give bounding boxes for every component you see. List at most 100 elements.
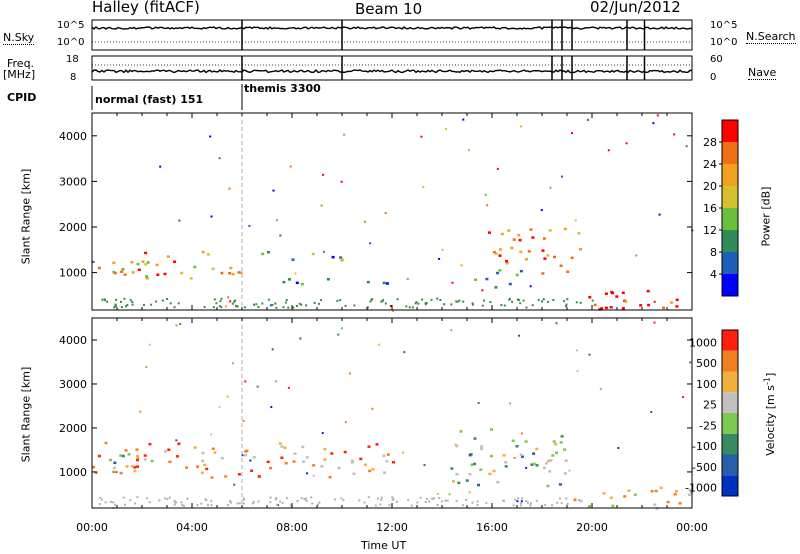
ground-cell [114,303,117,306]
data-cell [610,290,614,294]
ground-cell [155,300,158,303]
ground-cell [164,497,166,500]
ground-cell [318,501,321,504]
data-cell [278,442,282,445]
data-cell [675,298,679,302]
scatter-cell [178,219,181,222]
ground-cell [564,305,567,308]
colorbar-tick-label: 25 [703,399,717,412]
data-cell [517,233,521,237]
ground-cell [112,501,115,504]
data-cell [121,454,125,458]
data-cell [492,250,496,254]
data-cell [312,464,316,467]
ground-cell [215,302,218,305]
data-cell [267,251,270,254]
scatter-cell [340,180,343,183]
data-cell [505,262,509,265]
ground-cell [542,298,545,301]
scatter-cell [481,289,484,292]
ground-cell [502,499,505,502]
data-cell [623,495,627,498]
data-cell [200,471,204,474]
data-cell [548,470,552,473]
data-cell [302,460,306,463]
scatter-cell [256,385,259,388]
ground-cell [104,501,107,504]
ground-cell [410,504,413,507]
scatter-cell [115,471,118,474]
time-tick-label: 16:00 [476,521,508,534]
ytick-label: 2000 [59,221,87,234]
ground-cell [212,306,215,309]
scatter-cell [607,149,610,152]
ground-cell [269,496,272,499]
data-cell [627,489,631,492]
ground-cell [150,303,153,306]
colorbar-swatch [722,274,738,296]
velocity-panel [91,317,693,509]
freq-scale-low: 8 [70,72,77,83]
ground-cell [417,302,420,305]
scatter-cell [586,118,589,121]
data-cell [530,463,534,466]
scatter-cell [513,457,516,459]
data-cell [621,291,625,295]
data-cell [494,286,498,289]
ground-cell [392,498,395,500]
ground-cell [416,501,419,504]
data-cell [323,447,327,451]
ground-cell [529,504,532,507]
ground-cell [380,498,383,501]
data-cell [97,266,101,270]
cpid-label: CPID [7,91,37,104]
ytick-label: 4000 [59,130,87,143]
data-cell [288,278,291,281]
ground-cell [408,306,411,309]
ground-cell [305,497,308,500]
scatter-cell [521,432,523,435]
ground-cell [519,502,522,504]
data-cell [340,258,344,261]
data-cell [228,272,232,275]
data-cell [494,252,498,255]
ground-cell [419,496,422,499]
data-cell [498,269,502,272]
colorbar-swatch [722,475,738,496]
ground-cell [377,497,380,500]
ground-cell [516,298,519,301]
ground-cell [123,503,126,506]
scatter-cell [272,189,275,192]
nsky-scale-low: 10^0 [57,37,85,48]
scatter-cell [516,500,519,503]
ground-cell [436,297,439,300]
scatter-cell [299,337,302,340]
ground-cell [379,503,382,506]
data-cell [604,306,608,310]
data-cell [261,252,265,256]
data-cell [512,238,516,241]
data-cell [470,463,474,467]
scatter-cell [462,118,465,121]
time-tick-label: 00:00 [676,521,708,534]
data-cell [166,255,170,258]
mhz-label: [MHz] [3,68,36,81]
ground-cell [300,497,303,500]
ground-cell [261,302,264,305]
ground-cell [233,300,236,303]
data-cell [593,303,597,307]
scatter-cell [343,133,346,136]
colorbar-tick-label: -25 [699,419,717,432]
data-cell [488,231,491,234]
data-cell [532,452,536,455]
ground-cell [443,303,446,306]
scatter-cell [229,300,232,303]
data-cell [615,295,619,298]
data-cell [119,471,123,475]
time-tick-label: 12:00 [376,521,408,534]
ground-cell [219,300,222,303]
data-cell [239,271,243,274]
scatter-cell [209,135,212,138]
ground-cell [161,299,164,302]
colorbar-tick-label: 8 [710,246,717,259]
